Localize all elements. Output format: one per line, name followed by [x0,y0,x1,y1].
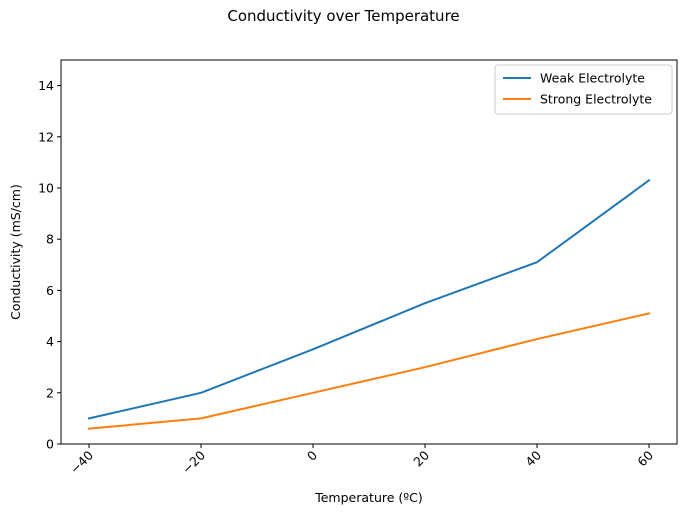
x-tick-label: 0 [304,447,320,463]
y-tick-label: 8 [46,232,54,247]
legend-label: Weak Electrolyte [540,71,645,86]
series-line-strong-electrolyte [87,312,651,430]
chart-title: Conductivity over Temperature [227,7,460,25]
y-tick-label: 14 [38,78,54,93]
legend-box [494,64,673,115]
y-tick-label: 10 [38,181,54,196]
legend: Weak Electrolyte Strong Electrolyte [494,64,673,115]
series-line-weak-electrolyte [87,178,651,420]
axes-layer: −40 −20 0 20 40 60 0 2 4 6 8 10 12 14 [38,59,678,477]
y-tick-label: 0 [46,437,54,452]
x-tick-label: −40 [67,447,96,476]
y-axis-label: Conductivity (mS/cm) [8,184,23,320]
y-tick-label: 6 [46,283,54,298]
legend-label: Strong Electrolyte [540,92,652,107]
x-tick-label: 60 [634,447,656,469]
y-tick-label: 2 [46,385,54,400]
plot-frame [60,59,678,445]
y-tick-label: 12 [38,129,54,144]
series-layer [87,178,651,430]
x-tick-label: −20 [179,447,208,476]
x-axis-label: Temperature (ºC) [314,490,423,505]
x-tick-label: 40 [522,447,544,469]
x-tick-label: 20 [410,447,432,469]
y-tick-label: 4 [46,334,54,349]
